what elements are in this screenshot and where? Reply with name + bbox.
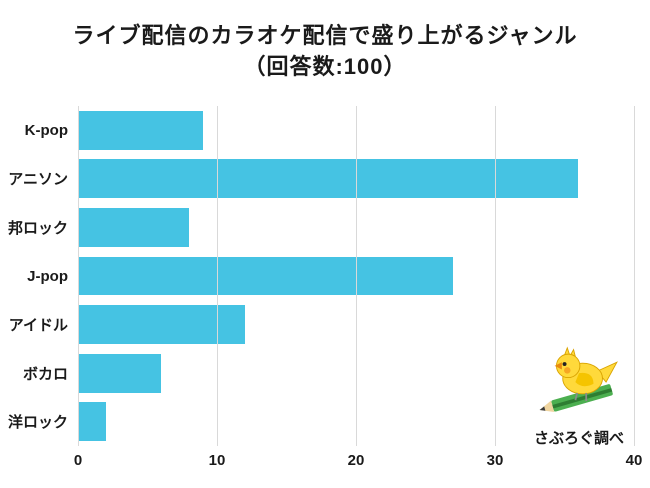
x-tick-label: 0	[73, 452, 83, 469]
category-label: ボカロ	[22, 365, 68, 383]
survey-credit-label: さぶろぐ調べ	[533, 430, 624, 447]
x-tick-label: 40	[625, 452, 643, 469]
x-axis: 0 10 20 30 40	[74, 452, 643, 474]
category-label: J-pop	[27, 267, 68, 285]
bar-row: 邦ロック	[8, 203, 634, 252]
gridline	[217, 106, 218, 446]
category-label: 邦ロック	[7, 219, 68, 237]
bar-rows: K-pop アニソン邦ロック J-pop アイドルボカロ洋ロック	[8, 106, 634, 446]
gridline	[356, 106, 357, 446]
gridline	[634, 106, 635, 446]
mascot: さぶろぐ調べ	[520, 346, 638, 448]
category-label: アニソン	[8, 171, 68, 189]
chart-title: ライブ配信のカラオケ配信で盛り上がるジャンル （回答数:100）	[0, 20, 650, 82]
bar-アイドル	[78, 305, 245, 345]
gridline	[78, 106, 79, 446]
bar-chart-plot-area: K-pop アニソン邦ロック J-pop アイドルボカロ洋ロック	[8, 106, 635, 446]
x-tick-label: 10	[208, 452, 226, 469]
bar-ボカロ	[78, 353, 162, 393]
bar-邦ロック	[78, 208, 190, 247]
bar-row: J-pop	[27, 252, 634, 301]
bar-J-pop	[78, 256, 454, 296]
gridline	[495, 106, 496, 446]
bar-row: 洋ロック	[8, 397, 634, 446]
category-label: K-pop	[24, 121, 68, 139]
bird-with-pencil-icon	[539, 346, 618, 412]
bar-row: アイドル	[9, 300, 634, 349]
x-tick-label: 20	[347, 452, 365, 469]
chart-title-line1: ライブ配信のカラオケ配信で盛り上がるジャンル	[72, 23, 578, 48]
bar-row: アニソン	[8, 155, 634, 204]
x-tick-label: 30	[486, 452, 504, 469]
bar-アニソン	[78, 159, 579, 199]
bar-K-pop	[78, 110, 204, 150]
category-label: 洋ロック	[7, 414, 68, 432]
bar-row: K-pop	[25, 106, 634, 155]
bar-洋ロック	[78, 402, 106, 442]
bar-row: ボカロ	[23, 349, 634, 398]
category-label: アイドル	[8, 317, 68, 335]
chart-title-line2: （回答数:100）	[243, 54, 407, 79]
